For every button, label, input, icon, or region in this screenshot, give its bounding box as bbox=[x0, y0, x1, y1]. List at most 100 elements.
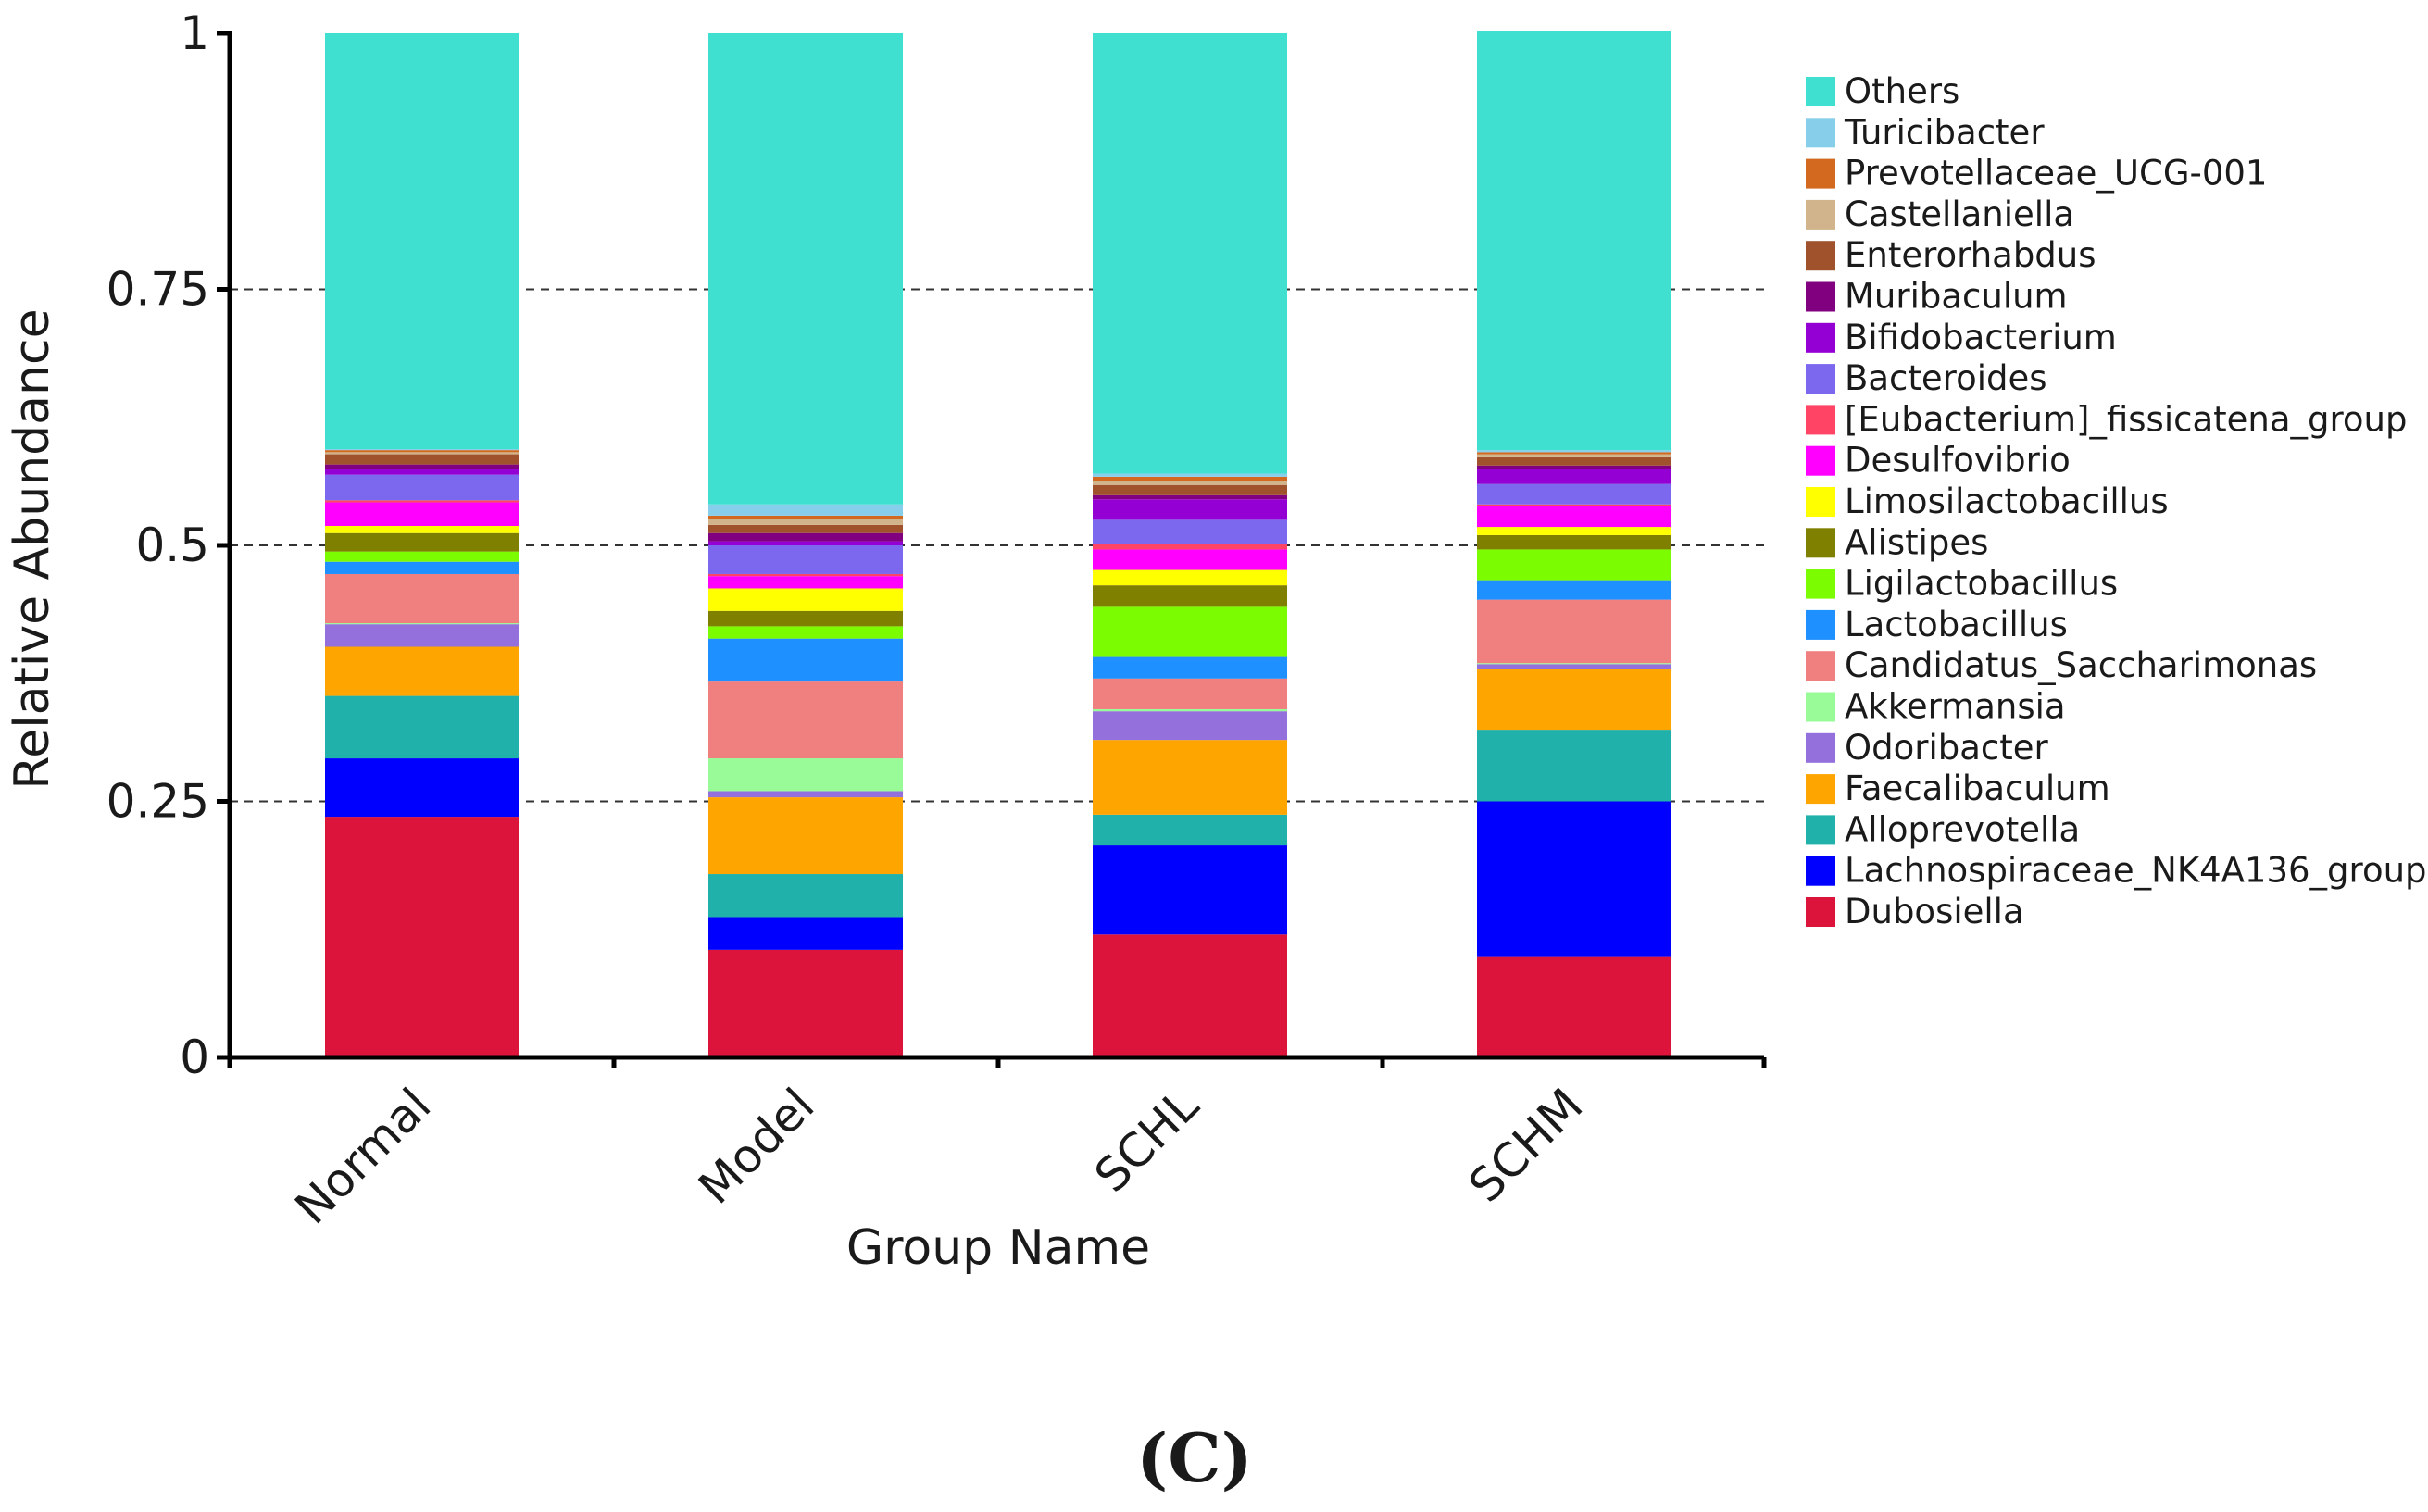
bar-segment bbox=[708, 524, 903, 533]
bar-segment bbox=[325, 817, 519, 1057]
legend-label: Lactobacillus bbox=[1845, 605, 2068, 644]
y-tick-label: 0.25 bbox=[106, 775, 209, 829]
bar-segment bbox=[325, 624, 519, 647]
bar-segment bbox=[708, 541, 903, 545]
bar-segment bbox=[708, 626, 903, 639]
legend-item: Odoribacter bbox=[1806, 728, 2049, 768]
bar-segment bbox=[708, 638, 903, 682]
bar-stack-schm bbox=[1477, 31, 1671, 1057]
bar-segment bbox=[1477, 534, 1671, 550]
bar-segment bbox=[1477, 801, 1671, 957]
bar-segment bbox=[708, 545, 903, 574]
bar-segment bbox=[1093, 519, 1287, 544]
bar-segment bbox=[1093, 678, 1287, 709]
legend-item: Lachnospiraceae_NK4A136_group bbox=[1806, 851, 2427, 891]
bar-segment bbox=[1093, 934, 1287, 1057]
legend-swatch bbox=[1806, 774, 1835, 805]
bar-segment bbox=[1477, 469, 1671, 484]
bar-segment bbox=[1093, 656, 1287, 679]
bar-segment bbox=[1477, 956, 1671, 1057]
bar-segment bbox=[325, 464, 519, 469]
x-tick-label: Normal bbox=[285, 1078, 442, 1234]
legend-swatch bbox=[1806, 445, 1835, 476]
bar-segment bbox=[325, 452, 519, 455]
bar-segment bbox=[1477, 599, 1671, 664]
bar-segment bbox=[325, 551, 519, 562]
legend-label: Desulfovibrio bbox=[1845, 441, 2071, 481]
y-ticks: 0 0.25 0.5 0.75 1 bbox=[106, 6, 230, 1084]
bar-segment bbox=[1477, 549, 1671, 581]
bar-segment bbox=[1477, 31, 1671, 451]
legend-swatch bbox=[1806, 158, 1835, 189]
legend-item: Dubosiella bbox=[1806, 892, 2024, 931]
legend-label: Bifidobacterium bbox=[1845, 318, 2117, 357]
bar-segment bbox=[325, 454, 519, 465]
legend-swatch bbox=[1806, 569, 1835, 599]
legend-swatch bbox=[1806, 77, 1835, 106]
legend-item: Akkermansia bbox=[1806, 687, 2066, 727]
bar-segment bbox=[1093, 544, 1287, 550]
bar-segment bbox=[1477, 580, 1671, 600]
bar-segment bbox=[1477, 450, 1671, 453]
bar-segment bbox=[325, 33, 519, 450]
bar-segment bbox=[708, 797, 903, 875]
bar-segment bbox=[325, 695, 519, 759]
legend-label: Alloprevotella bbox=[1845, 809, 2080, 849]
bar-segment bbox=[1477, 730, 1671, 802]
legend-item: Limosilactobacillus bbox=[1806, 481, 2169, 521]
bar-segment bbox=[325, 525, 519, 533]
legend-item: Castellaniella bbox=[1806, 194, 2074, 234]
bar-segment bbox=[1093, 549, 1287, 570]
x-ticks: Normal Model SCHL SCHM bbox=[227, 1057, 1767, 1234]
bar-segment bbox=[325, 502, 519, 526]
legend-swatch bbox=[1806, 528, 1835, 558]
legend-item: Others bbox=[1806, 71, 1959, 111]
bar-segment bbox=[325, 646, 519, 696]
bar-segment bbox=[708, 758, 903, 792]
bar-segment bbox=[325, 758, 519, 818]
legend-item: Lactobacillus bbox=[1806, 605, 2068, 644]
legend-swatch bbox=[1806, 241, 1835, 271]
bar-segment bbox=[708, 515, 903, 519]
x-axis-title: Group Name bbox=[846, 1220, 1150, 1276]
legend-swatch bbox=[1806, 651, 1835, 681]
legend-swatch bbox=[1806, 118, 1835, 148]
legend-item: Alistipes bbox=[1806, 522, 1988, 562]
bar-segment bbox=[325, 623, 519, 625]
y-tick-label: 1 bbox=[180, 6, 209, 60]
legend-label: Prevotellaceae_UCG-001 bbox=[1845, 154, 2267, 194]
legend-item: Bacteroides bbox=[1806, 358, 2047, 398]
legend-item: Ligilactobacillus bbox=[1806, 564, 2118, 604]
bar-segment bbox=[1093, 33, 1287, 474]
legend-item: Desulfovibrio bbox=[1806, 441, 2071, 481]
legend-label: Lachnospiraceae_NK4A136_group bbox=[1845, 851, 2427, 891]
bar-segment bbox=[325, 450, 519, 453]
legend-swatch bbox=[1806, 897, 1835, 927]
bar-segment bbox=[708, 573, 903, 577]
bar-segment bbox=[1093, 484, 1287, 495]
bar-segment bbox=[325, 500, 519, 503]
bar-segment bbox=[325, 469, 519, 475]
bar-segment bbox=[708, 519, 903, 525]
bar-segment bbox=[1477, 527, 1671, 535]
bar-segment bbox=[708, 681, 903, 759]
bar-segment bbox=[1477, 664, 1671, 669]
bar-segment bbox=[1477, 483, 1671, 505]
bar-segment bbox=[1093, 814, 1287, 846]
bar-segment bbox=[1477, 669, 1671, 731]
legend-swatch bbox=[1806, 815, 1835, 845]
bar-segment bbox=[708, 33, 903, 505]
bar-segment bbox=[708, 917, 903, 950]
bar-segment bbox=[1093, 708, 1287, 712]
bar-segment bbox=[1477, 456, 1671, 466]
legend-swatch bbox=[1806, 856, 1835, 886]
bar-stack-schl bbox=[1093, 33, 1287, 1057]
bar-stack-model bbox=[708, 33, 903, 1057]
legend-item: Prevotellaceae_UCG-001 bbox=[1806, 154, 2267, 194]
bar-segment bbox=[708, 610, 903, 627]
bar-segment bbox=[1093, 499, 1287, 520]
legend-swatch bbox=[1806, 322, 1835, 353]
legend-swatch bbox=[1806, 405, 1835, 435]
bar-segment bbox=[1477, 452, 1671, 455]
